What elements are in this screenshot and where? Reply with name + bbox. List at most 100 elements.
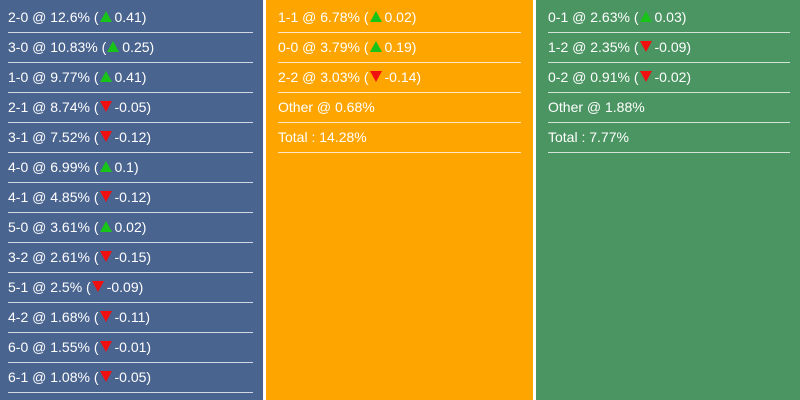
score-row: 1-1 @ 6.78% (0.02): [278, 3, 521, 33]
probability-value: 2.5%: [50, 279, 83, 295]
score-label: 2-0: [8, 9, 29, 25]
score-label: 6-1: [8, 369, 29, 385]
probability-value: 6.99%: [50, 159, 90, 175]
score-row: 1-2 @ 2.35% (-0.09): [548, 33, 790, 63]
score-row: 6-0 @ 1.55% (-0.01): [8, 333, 253, 363]
change-value: 0.41: [114, 69, 142, 85]
other-row: Other @ 1.88%: [548, 93, 790, 123]
change-value: -0.05: [114, 99, 147, 115]
score-label: 0-1: [548, 9, 569, 25]
score-label: 5-0: [8, 219, 29, 235]
other-row: Other @ 0.68%: [278, 93, 521, 123]
away-win-column: 0-1 @ 2.63% (0.03) 1-2 @ 2.35% (-0.09) 0-2…: [536, 0, 800, 400]
score-label: 6-0: [8, 339, 29, 355]
score-label: 0-0: [278, 39, 299, 55]
score-row: 3-1 @ 7.52% (-0.12): [8, 123, 253, 153]
change-value: -0.11: [114, 309, 146, 325]
probability-value: 10.83%: [50, 39, 98, 55]
probability-value: 9.77%: [50, 69, 90, 85]
probability-value: 2.35%: [590, 39, 630, 55]
probability-value: 7.52%: [50, 129, 90, 145]
score-row: 4-0 @ 6.99% (0.1): [8, 153, 253, 183]
change-value: -0.12: [114, 129, 147, 145]
score-label: 4-1: [8, 189, 29, 205]
score-row: 5-0 @ 3.61% (0.02): [8, 213, 253, 243]
score-row: 6-1 @ 1.08% (-0.05): [8, 363, 253, 393]
score-label: 4-2: [8, 309, 29, 325]
arrow-up-icon: [99, 220, 112, 232]
score-row: 1-0 @ 9.77% (0.41): [8, 63, 253, 93]
arrow-down-icon: [99, 370, 112, 382]
arrow-down-icon: [99, 190, 112, 202]
arrow-up-icon: [99, 160, 112, 172]
change-value: 0.19: [384, 39, 412, 55]
change-value: -0.12: [114, 189, 147, 205]
change-value: -0.09: [106, 279, 139, 295]
score-label: 3-1: [8, 129, 29, 145]
probability-value: 8.74%: [50, 99, 90, 115]
change-value: 0.1: [114, 159, 134, 175]
score-row: 0-0 @ 3.79% (0.19): [278, 33, 521, 63]
score-row: 2-1 @ 8.74% (-0.05): [8, 93, 253, 123]
total-row: Total : 14.28%: [278, 123, 521, 153]
arrow-down-icon: [639, 70, 652, 82]
arrow-down-icon: [91, 280, 104, 292]
score-label: 4-0: [8, 159, 29, 175]
arrow-down-icon: [99, 130, 112, 142]
score-label: 3-2: [8, 249, 29, 265]
arrow-up-icon: [369, 10, 382, 22]
probability-value: 3.61%: [50, 219, 90, 235]
score-label: 1-0: [8, 69, 29, 85]
probability-value: 1.08%: [50, 369, 90, 385]
score-label: 1-1: [278, 9, 299, 25]
probability-value: 1.68%: [50, 309, 90, 325]
change-value: 0.41: [114, 9, 142, 25]
change-value: 0.03: [654, 9, 682, 25]
probability-value: 6.78%: [320, 9, 360, 25]
probability-value: 0.91%: [590, 69, 630, 85]
score-label: 2-2: [278, 69, 299, 85]
score-label: 3-0: [8, 39, 29, 55]
arrow-up-icon: [369, 40, 382, 52]
score-row: 4-1 @ 4.85% (-0.12): [8, 183, 253, 213]
probability-value: 2.63%: [590, 9, 630, 25]
home-win-column: 2-0 @ 12.6% (0.41) 3-0 @ 10.83% (0.25) 1-0…: [0, 0, 263, 400]
arrow-down-icon: [99, 250, 112, 262]
probability-value: 4.85%: [50, 189, 90, 205]
arrow-up-icon: [107, 40, 120, 52]
score-row: 3-2 @ 2.61% (-0.15): [8, 243, 253, 273]
change-value: -0.05: [114, 369, 147, 385]
probability-value: 3.03%: [320, 69, 360, 85]
change-value: -0.01: [114, 339, 147, 355]
arrow-down-icon: [369, 70, 382, 82]
change-value: -0.09: [654, 39, 687, 55]
arrow-down-icon: [639, 40, 652, 52]
score-row: 2-0 @ 12.6% (0.41): [8, 3, 253, 33]
arrow-up-icon: [639, 10, 652, 22]
arrow-up-icon: [99, 10, 112, 22]
draw-column: 1-1 @ 6.78% (0.02) 0-0 @ 3.79% (0.19) 2-2 …: [266, 0, 533, 400]
arrow-up-icon: [99, 70, 112, 82]
score-label: 5-1: [8, 279, 29, 295]
score-row: 4-2 @ 1.68% (-0.11): [8, 303, 253, 333]
probability-value: 2.61%: [50, 249, 90, 265]
score-label: 0-2: [548, 69, 569, 85]
change-value: 0.02: [114, 219, 142, 235]
change-value: -0.15: [114, 249, 147, 265]
change-value: 0.25: [122, 39, 150, 55]
score-row: 0-1 @ 2.63% (0.03): [548, 3, 790, 33]
score-label: 1-2: [548, 39, 569, 55]
arrow-down-icon: [99, 340, 112, 352]
probability-value: 1.55%: [50, 339, 90, 355]
change-value: -0.02: [654, 69, 687, 85]
probability-value: 3.79%: [320, 39, 360, 55]
score-row: 2-2 @ 3.03% (-0.14): [278, 63, 521, 93]
change-value: 0.02: [384, 9, 412, 25]
score-row: 5-1 @ 2.5% (-0.09): [8, 273, 253, 303]
score-row: 3-0 @ 10.83% (0.25): [8, 33, 253, 63]
arrow-down-icon: [99, 100, 112, 112]
total-row: Total : 7.77%: [548, 123, 790, 153]
probability-value: 12.6%: [50, 9, 90, 25]
arrow-down-icon: [99, 310, 112, 322]
